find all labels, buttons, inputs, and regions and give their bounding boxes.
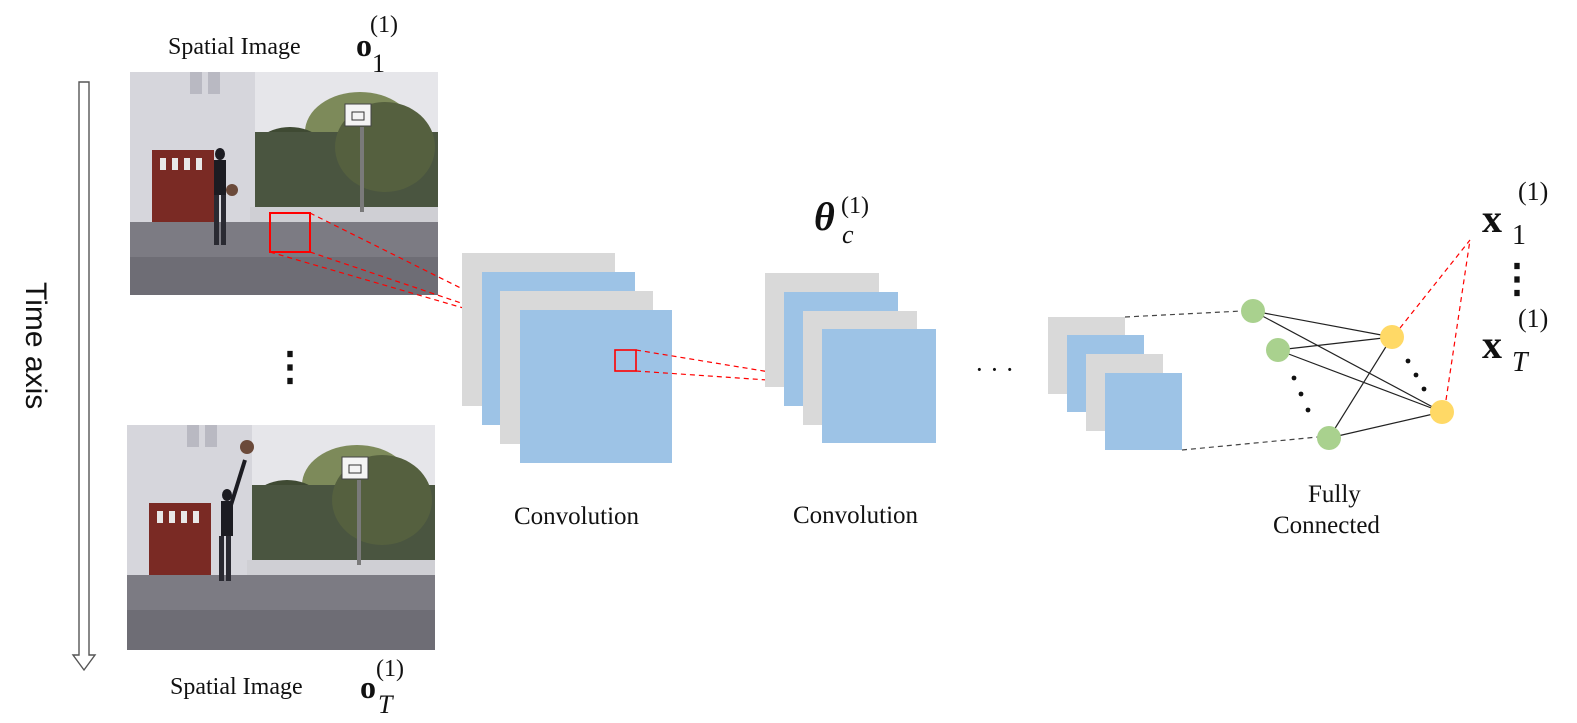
top-frame-symbol-o: o (356, 27, 372, 63)
flatten-lines (1124, 310, 1319, 451)
layers-ellipsis: · · · (975, 355, 1014, 384)
theta-symbol: θ (814, 194, 835, 239)
output-xT: x T (1) (1482, 304, 1548, 378)
fc-node-green (1241, 299, 1265, 323)
bottom-frame-symbol: o T (1) (360, 656, 404, 719)
top-frame-symbol: o 1 (1) (356, 12, 398, 78)
bottom-frame-superscript: (1) (376, 656, 404, 682)
output-x1-subscript: 1 (1512, 220, 1526, 251)
fc-label-line2: Connected (1273, 512, 1380, 539)
frames-ellipsis: ⋮ (270, 344, 310, 389)
fc-label-line1: Fully (1308, 481, 1361, 508)
fc-node-yellow (1430, 400, 1454, 424)
fc-input-nodes (1241, 299, 1341, 450)
fc-connections (1252, 310, 1443, 439)
output-x1: x 1 (1) (1482, 177, 1548, 251)
output-xT-subscript: T (1512, 347, 1530, 378)
top-frame-superscript: (1) (370, 12, 398, 38)
time-axis-label: Time axis (19, 282, 52, 409)
conv-layer-2-stack (765, 273, 936, 443)
feature-map-blue (1105, 373, 1182, 450)
output-x1-symbol: x (1482, 196, 1502, 241)
theta-superscript: (1) (841, 193, 869, 219)
bottom-frame-subscript: T (378, 690, 394, 719)
conv-layer-1-stack (462, 253, 672, 463)
basketball-photo-top-icon (130, 72, 438, 295)
output-xT-superscript: (1) (1518, 304, 1548, 333)
fc-node-green (1317, 426, 1341, 450)
output-lines (1399, 239, 1471, 401)
outputs-ellipsis: ⋮ (1497, 256, 1537, 301)
theta-subscript: c (842, 220, 854, 249)
output-x1-superscript: (1) (1518, 177, 1548, 206)
conv-layer-3-stack (1048, 317, 1182, 450)
receptive-field-box-1 (269, 212, 311, 253)
feature-map-blue (822, 329, 936, 443)
time-axis-arrow (71, 81, 97, 672)
fc-node-yellow (1380, 325, 1404, 349)
fc-output-nodes (1380, 325, 1454, 424)
feature-map-blue (520, 310, 672, 463)
conv-layer-2-label: Convolution (793, 502, 919, 529)
conv-layer-1-label: Convolution (514, 503, 640, 530)
bottom-frame-symbol-o: o (360, 669, 376, 705)
bottom-frame-caption: Spatial Image (170, 674, 303, 700)
theta-parameter: θ c (1) (814, 193, 869, 249)
top-frame-subscript: 1 (372, 49, 385, 78)
fc-node-green (1266, 338, 1290, 362)
receptive-field-box-2 (614, 349, 637, 372)
output-xT-symbol: x (1482, 322, 1502, 367)
basketball-photo-bottom-icon (127, 425, 436, 651)
top-frame-caption: Spatial Image (168, 34, 301, 60)
